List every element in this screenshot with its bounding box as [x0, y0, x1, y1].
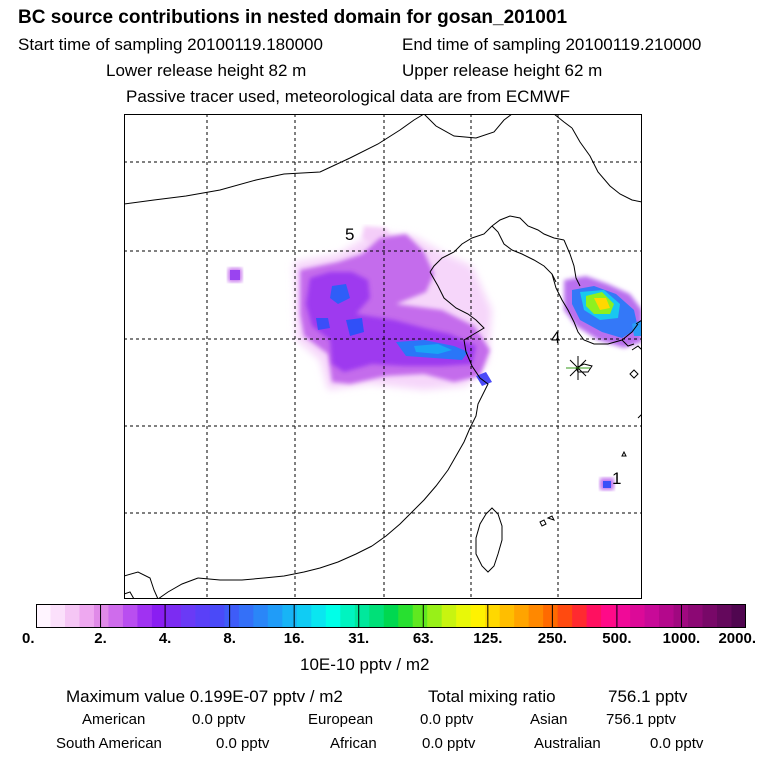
colorbar-tick-label: 2000.: [718, 630, 756, 647]
colorbar-tick-label: 4.: [158, 630, 172, 647]
colorbar-cell: [282, 604, 298, 628]
colorbar-cell: [456, 604, 472, 628]
colorbar-cell: [151, 604, 167, 628]
colorbar-cell: [398, 604, 414, 628]
colorbar-cell: [79, 604, 95, 628]
region-name-asian: Asian: [530, 711, 568, 728]
colorbar-cell: [311, 604, 327, 628]
colorbar-tick-label: 500.: [602, 630, 632, 647]
upper-release-label: Upper release height 62 m: [402, 61, 603, 80]
colorbar-cell: [543, 604, 559, 628]
colorbar-cell: [644, 604, 660, 628]
region-name-south-american: South American: [56, 735, 162, 752]
colorbar-tick-label: 31.: [348, 630, 370, 647]
colorbar-cell: [514, 604, 530, 628]
colorbar-cell: [296, 604, 312, 628]
colorbar-cell: [470, 604, 486, 628]
colorbar-tick-label: 63.: [412, 630, 434, 647]
colorbar-cell: [166, 604, 182, 628]
colorbar-cell: [64, 604, 80, 628]
colorbar-cell: [731, 604, 746, 628]
colorbar-cell: [209, 604, 225, 628]
region-value-asian: 756.1 pptv: [606, 711, 677, 728]
colorbar-cell: [354, 604, 370, 628]
colorbar-cell: [108, 604, 124, 628]
tracer-note: Passive tracer used, meteorological data…: [126, 87, 571, 106]
marker-label-1: 1: [612, 469, 621, 488]
region-name-australian: Australian: [534, 735, 601, 752]
map-panel: 5 4 1: [124, 114, 642, 599]
region-name-african: African: [330, 735, 377, 752]
colorbar-cell: [267, 604, 283, 628]
colorbar-cell: [36, 604, 51, 628]
colorbar-tick-label: 125.: [473, 630, 503, 647]
colorbar-cell: [253, 604, 269, 628]
marker-label-4: 4: [551, 328, 560, 347]
lower-release-label: Lower release height 82 m: [106, 61, 307, 80]
lat-lon-grid: [124, 114, 642, 599]
colorbar-cell: [137, 604, 153, 628]
colorbar-tick-label: 250.: [537, 630, 567, 647]
colorbar-cell: [717, 604, 733, 628]
colorbar: [36, 604, 746, 628]
colorbar-cell: [615, 604, 631, 628]
colorbar-cell: [93, 604, 109, 628]
colorbar-cell: [528, 604, 544, 628]
colorbar-cell: [369, 604, 385, 628]
region-name-american: American: [82, 711, 146, 728]
region-value-african: 0.0 pptv: [422, 735, 476, 752]
colorbar-cell: [427, 604, 443, 628]
end-time-label: End time of sampling 20100119.210000: [402, 35, 702, 54]
receptor-asterisk-icon: [566, 356, 590, 380]
colorbar-cell: [441, 604, 457, 628]
colorbar-cell: [122, 604, 138, 628]
colorbar-tick-label: 2.: [94, 630, 107, 647]
region-value-european: 0.0 pptv: [420, 711, 474, 728]
colorbar-tick-label: 1000.: [662, 630, 701, 647]
start-time-label: Start time of sampling 20100119.180000: [18, 35, 323, 54]
colorbar-tick-label: 16.: [283, 630, 305, 647]
colorbar-unit-label: 10E-10 pptv / m2: [300, 655, 430, 674]
colorbar-cell: [412, 604, 428, 628]
colorbar-cell: [383, 604, 399, 628]
region-value-australian: 0.0 pptv: [650, 735, 704, 752]
concentration-field: [228, 226, 642, 490]
colorbar-cell: [659, 604, 675, 628]
marker-label-5: 5: [345, 225, 354, 244]
colorbar-cell: [485, 604, 501, 628]
colorbar-cell: [499, 604, 515, 628]
colorbar-cell: [340, 604, 356, 628]
colorbar-cell: [180, 604, 196, 628]
colorbar-cell: [238, 604, 254, 628]
region-name-european: European: [308, 711, 374, 728]
colorbar-cell: [630, 604, 646, 628]
total-mixing-value: 756.1 pptv: [608, 687, 688, 706]
total-mixing-label: Total mixing ratio: [428, 687, 556, 706]
colorbar-tick-label: 0.: [22, 630, 35, 647]
map-title: BC source contributions in nested domain…: [18, 7, 568, 28]
colorbar-cell: [601, 604, 617, 628]
colorbar-tick-label: 8.: [223, 630, 236, 647]
colorbar-cell: [224, 604, 240, 628]
region-value-south-american: 0.0 pptv: [216, 735, 270, 752]
colorbar-cell: [688, 604, 704, 628]
colorbar-cell: [702, 604, 718, 628]
region-value-american: 0.0 pptv: [192, 711, 246, 728]
colorbar-cell: [195, 604, 211, 628]
colorbar-cell: [50, 604, 66, 628]
max-value-label: Maximum value 0.199E-07 pptv / m2: [66, 687, 343, 706]
colorbar-cell: [557, 604, 573, 628]
colorbar-cell: [572, 604, 588, 628]
colorbar-cell: [586, 604, 602, 628]
colorbar-cell: [325, 604, 341, 628]
